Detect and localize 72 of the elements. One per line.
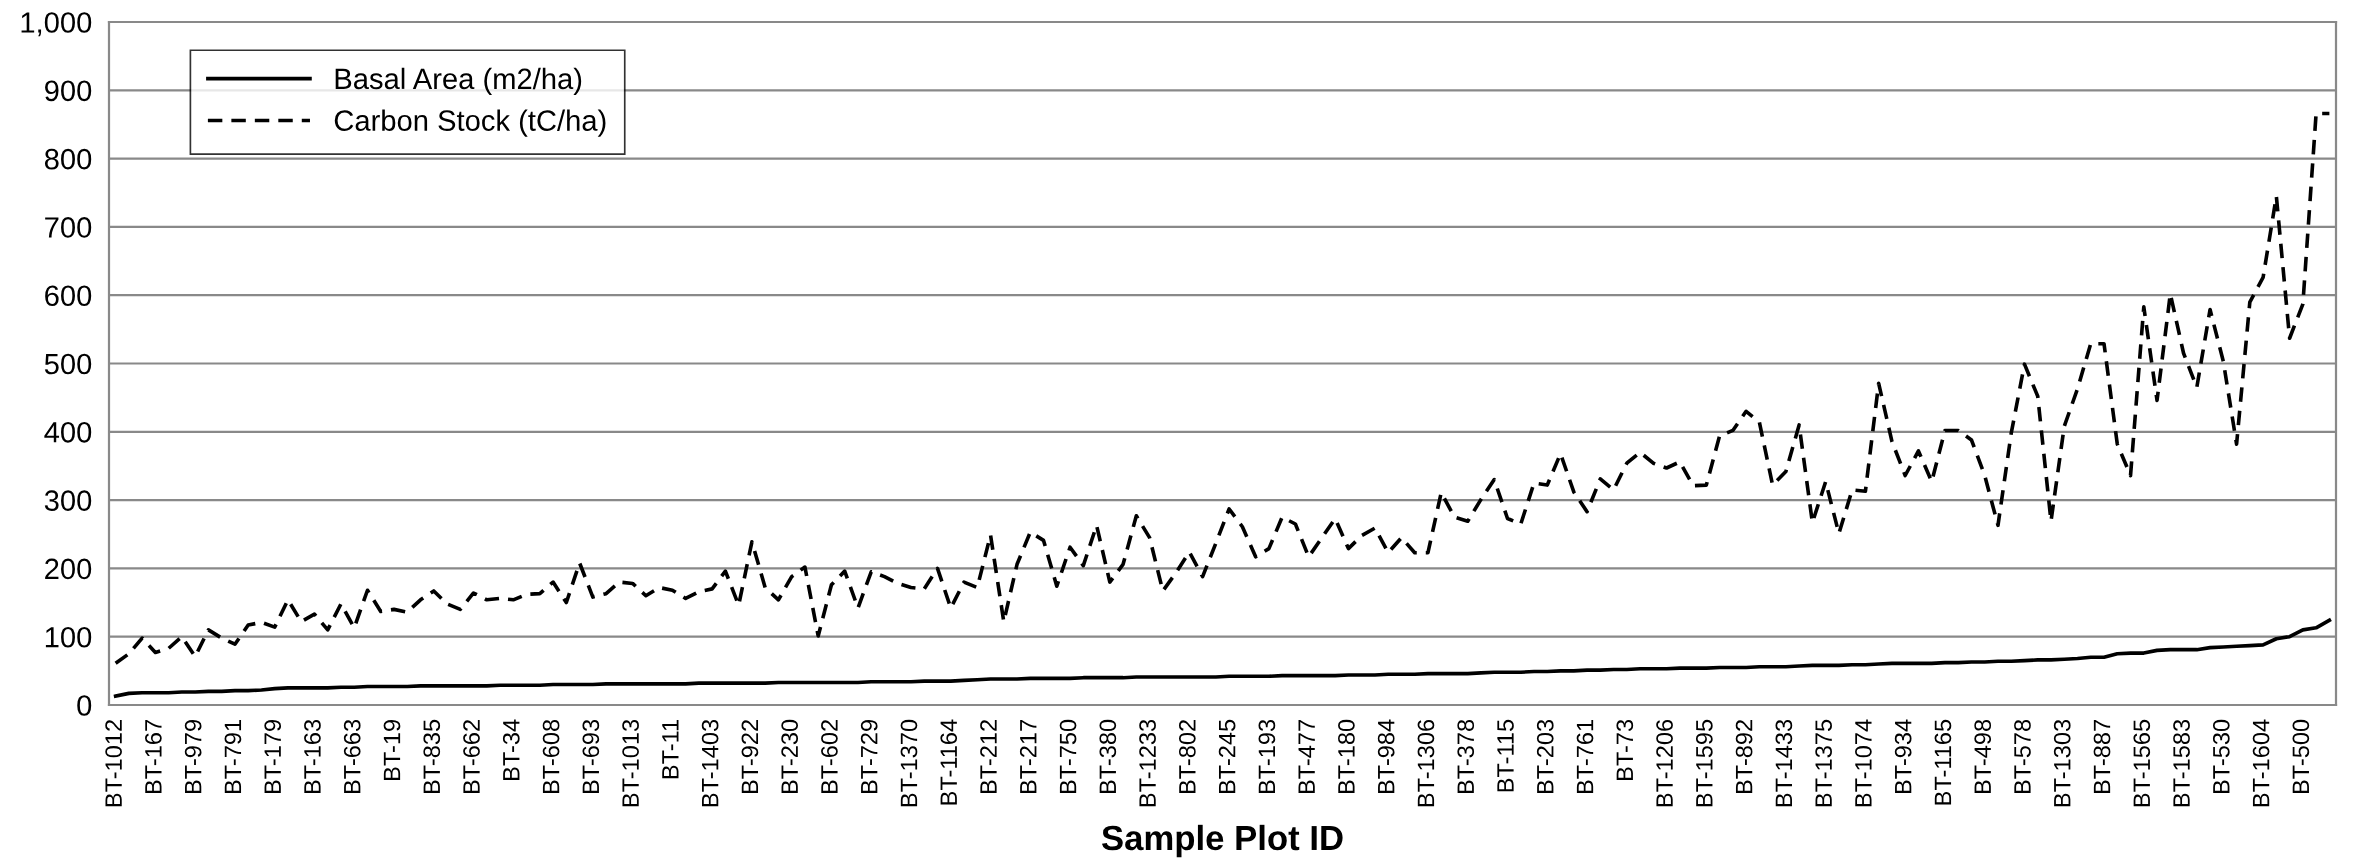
x-tick-label: BT-1375 (1815, 719, 1832, 807)
x-tick-label: BT-34 (502, 719, 520, 780)
x-tick-label: BT-193 (1258, 719, 1276, 794)
x-tick-label: BT-378 (1457, 719, 1475, 794)
x-tick-label: BT-498 (1974, 719, 1992, 794)
legend-label: Carbon Stock (tC/ha) (334, 109, 606, 137)
y-tick-label: 700 (45, 217, 92, 238)
x-tick-label: BT-1164 (940, 719, 958, 805)
x-tick-label: BT-203 (1536, 719, 1554, 794)
y-tick-label: 200 (45, 558, 92, 580)
x-tick-label: BT-602 (821, 720, 838, 794)
x-tick-label: BT-835 (423, 719, 441, 794)
y-tick-label: 600 (45, 285, 92, 307)
x-axis-title: Sample Plot ID (1101, 824, 1343, 858)
x-tick-label: BT-693 (582, 719, 600, 794)
x-tick-label: BT-1303 (2053, 719, 2071, 807)
x-tick-label: BT-500 (2292, 719, 2310, 794)
x-tick-label: BT-245 (1218, 719, 1236, 794)
x-tick-label: BT-1013 (622, 719, 639, 807)
x-tick-label: BT-163 (304, 719, 321, 794)
x-tick-label: BT-802 (1178, 720, 1196, 794)
y-tick-label: 800 (44, 148, 92, 170)
x-tick-label: BT-11 (662, 720, 679, 779)
x-tick-label: BT-979 (184, 720, 202, 794)
x-tick-label: BT-1074 (1855, 719, 1872, 807)
x-tick-label: BT-212 (980, 720, 997, 794)
y-tick-label: 900 (45, 80, 92, 102)
y-tick-label: 100 (45, 626, 92, 648)
x-tick-label: BT-922 (741, 720, 759, 794)
x-tick-label: BT-729 (860, 720, 878, 794)
x-tick-label: BT-1165 (1934, 719, 1952, 805)
x-tick-label: BT-477 (1298, 720, 1315, 794)
x-tick-label: BT-380 (1099, 719, 1117, 794)
legend-label: Basal Area (m2/ha) (335, 67, 582, 95)
line-series (113, 618, 2332, 698)
x-tick-label: BT-1565 (2133, 719, 2151, 807)
x-tick-label: BT-115 (1497, 719, 1514, 792)
x-tick-label: BT-1433 (1775, 719, 1793, 807)
x-tick-label: BT-1306 (1417, 719, 1435, 807)
y-tick-label: 300 (44, 490, 92, 511)
x-tick-label: BT-934 (1894, 719, 1912, 794)
x-tick-label: BT-1604 (2252, 719, 2270, 807)
x-tick-label: BT-179 (264, 720, 282, 794)
x-tick-label: BT-19 (383, 720, 401, 780)
x-tick-label: BT-761 (1576, 720, 1594, 794)
x-tick-label: BT-1583 (2173, 719, 2190, 807)
y-tick-label: 500 (44, 353, 92, 375)
x-tick-label: BT-1012 (105, 720, 122, 807)
x-tick-label: BT-578 (2014, 719, 2031, 794)
x-tick-label: BT-608 (542, 719, 560, 794)
x-tick-label: BT-1595 (1695, 719, 1713, 807)
x-tick-label: BT-662 (463, 720, 480, 794)
x-tick-label: BT-1370 (900, 719, 918, 807)
y-tick-label: 1,000 (21, 12, 92, 37)
x-tick-label: BT-750 (1059, 719, 1077, 794)
x-tick-label: BT-887 (2093, 720, 2111, 794)
x-tick-label: BT-663 (343, 719, 361, 794)
x-tick-label: BT-73 (1616, 719, 1634, 780)
x-tick-label: BT-892 (1735, 720, 1753, 794)
x-tick-label: BT-530 (2212, 719, 2230, 794)
x-tick-label: BT-791 (224, 720, 242, 794)
x-tick-label: BT-1403 (701, 719, 719, 807)
x-tick-label: BT-1206 (1656, 719, 1673, 807)
x-tick-label: BT-217 (1019, 720, 1037, 794)
line-series (113, 111, 2332, 666)
y-tick-label: 0 (77, 695, 92, 716)
y-tick-label: 400 (44, 422, 92, 443)
x-tick-label: BT-230 (781, 719, 799, 794)
x-tick-label: BT-180 (1338, 719, 1355, 794)
x-tick-label: BT-167 (145, 720, 162, 794)
x-tick-label: BT-984 (1377, 719, 1395, 794)
x-tick-label: BT-1233 (1139, 719, 1156, 807)
